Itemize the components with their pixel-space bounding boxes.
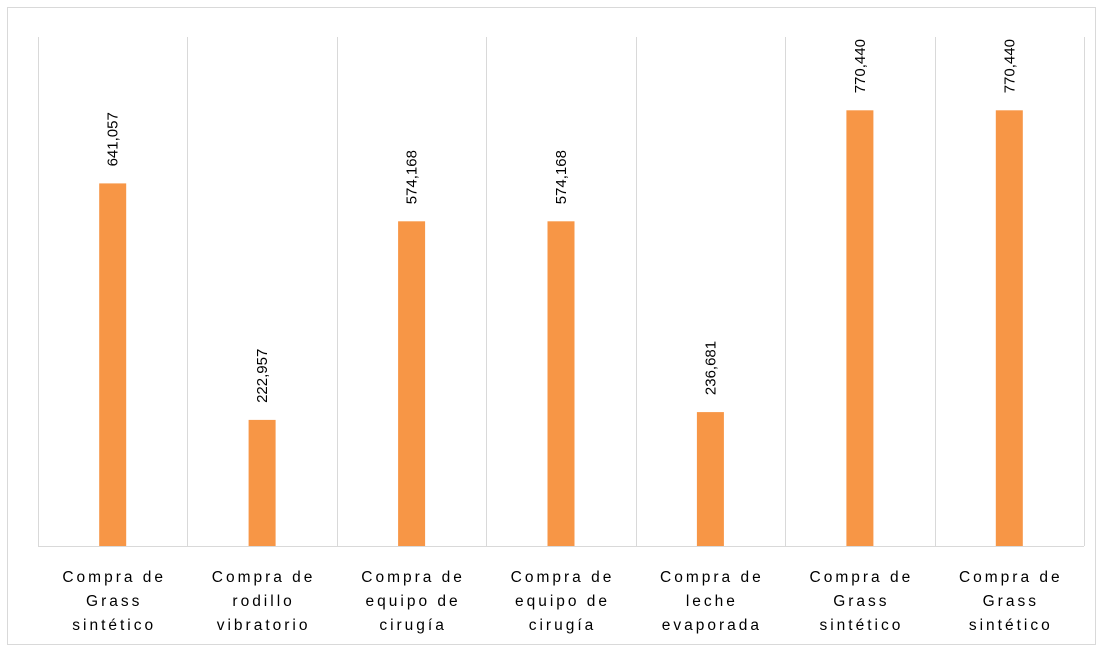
x-tick-label-line: rodillo [232, 593, 294, 610]
x-tick-label-line: Compra de [660, 569, 764, 586]
x-tick-label-line: leche [686, 593, 738, 610]
data-label: 770,440 [1001, 39, 1018, 93]
x-tick-label-line: Compra de [810, 569, 914, 586]
bar [99, 183, 127, 546]
x-tick-label-line: Compra de [959, 569, 1063, 586]
x-tick-label-line: equipo de [515, 593, 610, 610]
data-label: 236,681 [702, 341, 719, 395]
x-tick-label-line: evaporada [662, 617, 762, 634]
x-tick-label: Compra de rodillo vibratorio [212, 569, 316, 634]
bar [696, 412, 724, 546]
x-tick-label: Compra de Grass sintético [62, 569, 166, 634]
x-tick-label-line: Compra de [212, 569, 316, 586]
x-tick-label: Compra de leche evaporada [660, 569, 764, 634]
x-tick-label-line: Grass [983, 593, 1039, 610]
data-label: 574,168 [553, 150, 570, 204]
x-tick-label-line: Grass [86, 593, 142, 610]
bar [547, 221, 575, 547]
x-tick-label: Compra de Grass sintético [959, 569, 1063, 634]
data-label: 574,168 [404, 150, 421, 204]
x-tick-label-line: Compra de [62, 569, 166, 586]
x-tick-label: Compra de equipo de cirugía [511, 569, 615, 634]
x-tick-label-line: Compra de [361, 569, 465, 586]
x-tick-label: Compra de Grass sintético [810, 569, 914, 634]
bar [398, 221, 426, 547]
x-tick-label-line: sintético [969, 617, 1053, 634]
x-tick-label-line: vibratorio [217, 617, 311, 634]
x-tick-label-line: Grass [833, 593, 889, 610]
x-tick-label-line: cirugía [529, 617, 597, 634]
x-tick-label-line: equipo de [366, 593, 461, 610]
bar [248, 419, 276, 546]
x-tick-label-line: sintético [819, 617, 903, 634]
data-label: 770,440 [852, 39, 869, 93]
x-tick-label-line: Compra de [511, 569, 615, 586]
bar [995, 110, 1023, 547]
x-tick-label-line: cirugía [379, 617, 447, 634]
bar [846, 110, 874, 547]
data-label: 222,957 [254, 349, 271, 403]
x-tick-label-line: sintético [72, 617, 156, 634]
data-label: 641,057 [105, 112, 122, 166]
x-tick-label: Compra de equipo de cirugía [361, 569, 465, 634]
